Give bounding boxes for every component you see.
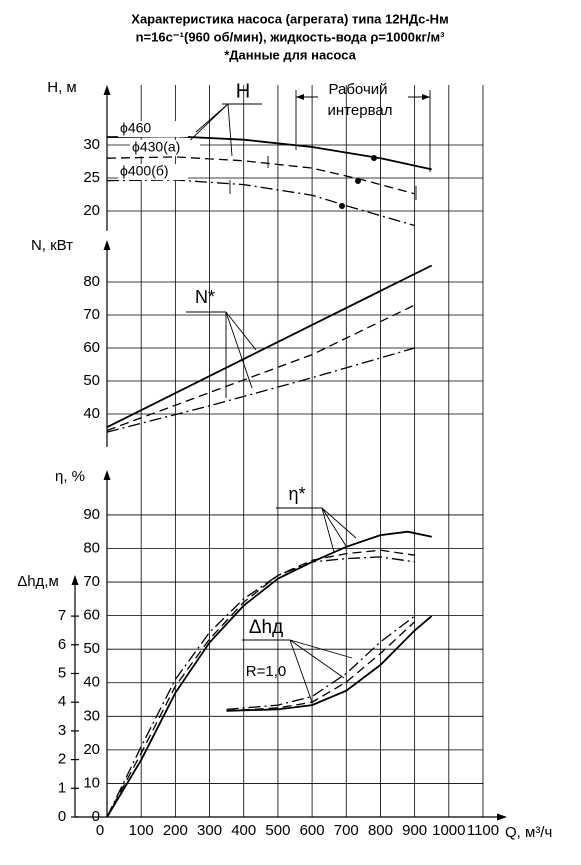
x-tick-label: 300 xyxy=(197,822,222,839)
series-line xyxy=(106,530,432,818)
chart-title: Характеристика насоса (агрегата) типа 12… xyxy=(131,11,448,26)
series-line xyxy=(106,156,415,195)
leader-lines xyxy=(179,103,357,703)
label-bg xyxy=(118,121,188,137)
y-tick-label: 20 xyxy=(83,202,100,219)
work-interval xyxy=(229,80,431,209)
y-tick-label: 0 xyxy=(92,808,100,825)
annotation: Рабочий xyxy=(328,81,387,98)
label-bg xyxy=(130,140,200,156)
axis-arrow xyxy=(103,240,111,250)
y-tick-label: 70 xyxy=(83,573,100,590)
annotation: H xyxy=(236,80,250,102)
y-axis-label: N, кВт xyxy=(31,237,73,254)
annotation: η* xyxy=(288,484,305,504)
y-tick-label: 90 xyxy=(83,506,100,523)
x-tick-label: 200 xyxy=(163,822,188,839)
y-tick-label: 60 xyxy=(83,607,100,624)
series-line xyxy=(106,264,433,429)
y-axis-label: H, м xyxy=(47,79,76,96)
series-line xyxy=(106,347,415,433)
y-tick-label: 40 xyxy=(83,405,100,422)
chart-note: *Данные для насоса xyxy=(224,47,356,62)
annotation: Δhд xyxy=(249,617,283,638)
y2-tick-label: 2 xyxy=(58,751,66,768)
y2-tick-label: 3 xyxy=(58,722,66,739)
x-tick-label: 700 xyxy=(334,822,359,839)
axis-arrow xyxy=(103,470,111,480)
series-label: ϕ400(б) xyxy=(120,163,169,179)
series-line xyxy=(226,615,415,711)
x-tick-label: 800 xyxy=(368,822,393,839)
x-tick-label: 500 xyxy=(265,822,290,839)
series-label: ϕ460 xyxy=(120,120,151,136)
plot-area: 100 200 300 400 500 600 700 800 900 1000 1100 Q, м³… xyxy=(17,79,552,841)
x-tick-label: 900 xyxy=(402,822,427,839)
y-tick-label: 20 xyxy=(83,741,100,758)
y-tick-label: 0 xyxy=(96,822,104,839)
y-tick-label: 30 xyxy=(83,707,100,724)
chart-subtitle: n=16с⁻¹(960 об/мин), жидкость-вода ρ=100… xyxy=(136,29,446,44)
annotation: интервал xyxy=(328,102,393,119)
y-tick-label: 50 xyxy=(83,372,100,389)
series-line xyxy=(226,615,433,712)
y-tick-label: 10 xyxy=(83,774,100,791)
y-tick-label: 70 xyxy=(83,306,100,323)
y2-axis-label: Δhд,м xyxy=(17,573,59,590)
x-tick-label: 1100 xyxy=(467,822,499,839)
series-label: ϕ430(а) xyxy=(132,139,180,155)
series-line xyxy=(106,179,415,227)
y2-tick-label: 0 xyxy=(58,808,66,825)
series-line xyxy=(226,621,416,712)
y2-tick-label: 4 xyxy=(58,693,66,710)
y2-tick-label: 5 xyxy=(58,664,66,681)
axis-arrow xyxy=(497,813,507,821)
y-tick-label: 80 xyxy=(83,539,100,556)
x-tick-label: 400 xyxy=(231,822,256,839)
series-line xyxy=(106,549,415,818)
y-tick-label: 50 xyxy=(83,640,100,657)
y-axis-label: η, % xyxy=(55,468,85,485)
y2-tick-label: 6 xyxy=(58,636,66,653)
x-tick-label: 600 xyxy=(300,822,325,839)
axis-arrow xyxy=(71,575,79,585)
y-tick-label: 80 xyxy=(83,273,100,290)
y-tick-label: 40 xyxy=(83,674,100,691)
y-tick-label: 30 xyxy=(83,136,100,153)
series-line xyxy=(106,556,415,818)
annotation: R=1,0 xyxy=(246,663,286,680)
axis-arrow xyxy=(103,85,111,95)
y2-tick-label: 7 xyxy=(58,607,66,624)
x-tick-label: 1000 xyxy=(432,822,465,839)
y-tick-label: 25 xyxy=(83,169,100,186)
label-bg xyxy=(118,164,188,180)
x-tick-label: 100 xyxy=(129,822,154,839)
y-tick-label: 60 xyxy=(83,339,100,356)
x-axis-label: Q, м³/ч xyxy=(505,824,552,841)
series-line xyxy=(106,304,415,432)
y2-tick-label: 1 xyxy=(58,779,66,796)
annotation: N* xyxy=(195,287,215,307)
